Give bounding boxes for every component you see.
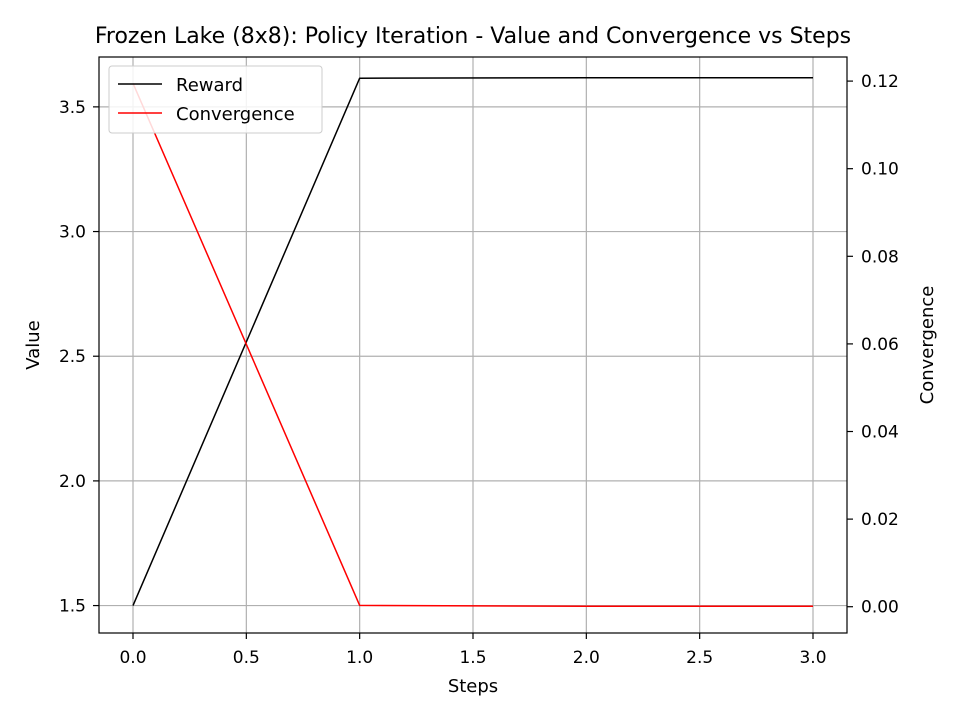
legend-box [108,65,323,134]
plot-lines [132,76,813,608]
y2-tick-label: 0.12 [861,72,899,92]
y-tick-label: 3.0 [59,223,86,243]
y-tick-label: 2.0 [59,472,86,492]
y2-axis-label: Convergence [917,286,938,405]
legend-label-reward: Reward [176,75,243,96]
y2-tick-label: 0.08 [861,247,899,267]
y2-tick-label: 0.06 [861,335,899,355]
chart-title: Frozen Lake (8x8): Policy Iteration - Va… [95,24,851,49]
x-tick-label: 1.0 [346,648,373,668]
ticks: 0.0 0.5 1.0 1.5 2.0 2.5 3.0 1.5 2.0 2.5 3.0 3.5 0.00… [59,72,899,668]
x-tick-label: 0.5 [233,648,260,668]
series-line-reward [132,76,813,606]
y2-tick-label: 0.10 [861,160,899,180]
y2-tick-label: 0.04 [861,423,899,443]
x-axis-label: Steps [448,676,498,697]
grid [99,57,847,633]
legend: Reward Convergence [108,65,323,134]
series-line-convergence [132,82,813,608]
y2-tick-label: 0.00 [861,598,899,618]
y-tick-label: 2.5 [59,347,86,367]
y2-tick-label: 0.02 [861,510,899,530]
x-tick-label: 3.0 [799,648,826,668]
x-tick-label: 2.0 [573,648,600,668]
x-tick-label: 2.5 [686,648,713,668]
x-tick-label: 1.5 [459,648,486,668]
legend-label-convergence: Convergence [176,104,295,125]
y-tick-label: 1.5 [59,597,86,617]
y-tick-label: 3.5 [59,98,86,118]
x-tick-label: 0.0 [119,648,146,668]
y-axis-label: Value [23,320,44,369]
